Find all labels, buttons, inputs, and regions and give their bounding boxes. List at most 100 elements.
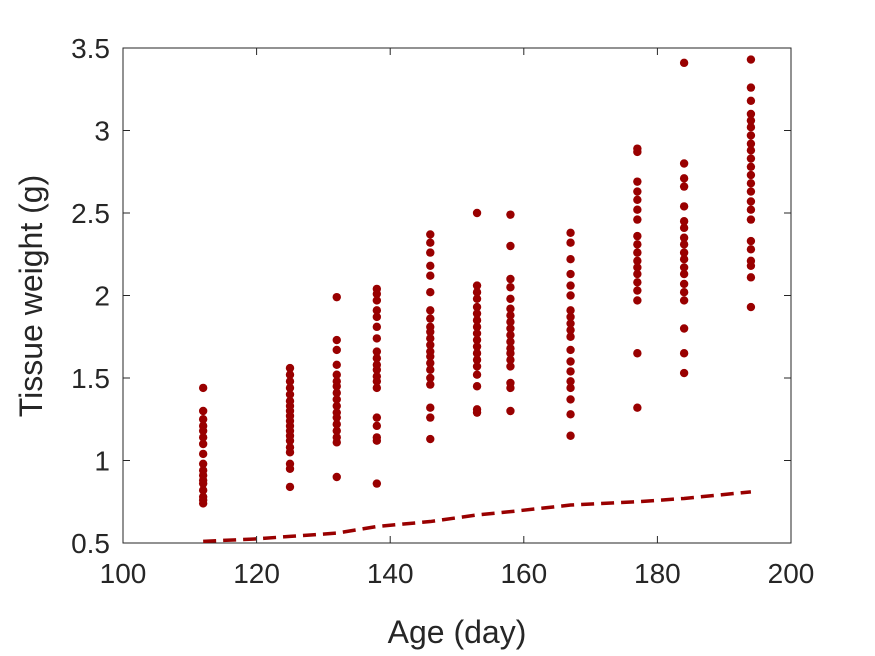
- scatter-point: [472, 382, 482, 391]
- scatter-point: [472, 342, 482, 351]
- scatter-point: [285, 396, 295, 406]
- scatter-point: [332, 426, 341, 435]
- scatter-point: [332, 472, 341, 482]
- scatter-point: [679, 279, 689, 289]
- scatter-point: [746, 96, 756, 106]
- scatter-point: [566, 332, 575, 341]
- scatter-point: [332, 408, 341, 417]
- y-axis-label: Tissue weight (g): [13, 175, 49, 417]
- scatter-point: [746, 83, 756, 92]
- scatter-point: [372, 433, 382, 442]
- scatter-point: [566, 306, 575, 315]
- scatter-point: [633, 349, 642, 358]
- x-tick-label: 140: [367, 558, 414, 589]
- scatter-point: [332, 433, 341, 442]
- scatter-point: [426, 373, 435, 383]
- scatter-point: [633, 177, 642, 186]
- scatter-point: [332, 360, 341, 369]
- scatter-point: [372, 421, 382, 431]
- scatter-point: [372, 347, 382, 356]
- scatter-point: [372, 383, 382, 393]
- scatter-point: [372, 312, 382, 322]
- scatter-point: [372, 479, 382, 488]
- x-tick-label: 180: [634, 558, 681, 589]
- scatter-point: [472, 322, 482, 332]
- scatter-point: [472, 208, 482, 218]
- scatter-point: [426, 380, 435, 389]
- scatter-point: [472, 309, 482, 318]
- scatter-point: [198, 383, 208, 393]
- scatter-point: [566, 238, 575, 247]
- scatter-point: [633, 231, 642, 241]
- scatter-point: [566, 269, 575, 279]
- scatter-point: [372, 306, 382, 315]
- scatter-point: [633, 286, 642, 295]
- scatter-point: [566, 312, 575, 322]
- scatter-point: [679, 349, 689, 358]
- scatter-point: [506, 274, 515, 284]
- scatter-point: [746, 256, 756, 266]
- scatter-point: [372, 360, 382, 369]
- scatter-point: [679, 58, 689, 68]
- scatter-point: [566, 377, 575, 386]
- scatter-point: [506, 406, 515, 416]
- scatter-point: [746, 273, 756, 282]
- plot-area: [122, 47, 792, 544]
- scatter-point: [332, 420, 341, 429]
- scatter-point: [633, 263, 642, 272]
- scatter-point: [506, 241, 515, 251]
- scatter-point: [566, 319, 575, 328]
- scatter-point: [506, 355, 515, 365]
- x-tick-label: 120: [233, 558, 280, 589]
- scatter-point: [506, 317, 515, 327]
- scatter-point: [426, 334, 435, 343]
- scatter-point: [472, 405, 482, 414]
- scatter-point: [679, 263, 689, 272]
- scatter-point: [633, 144, 642, 153]
- scatter-point: [506, 362, 515, 371]
- scatter-point: [633, 269, 642, 279]
- scatter-point: [633, 256, 642, 266]
- scatter-point: [746, 131, 756, 140]
- scatter-point: [746, 139, 756, 148]
- scatter-point: [372, 413, 382, 422]
- scatter-point: [633, 195, 642, 204]
- scatter-point: [198, 492, 208, 501]
- scatter-point: [426, 261, 435, 270]
- scatter-point: [566, 281, 575, 290]
- scatter-point: [679, 368, 689, 378]
- plot-border: [122, 47, 792, 544]
- x-tick-label: 100: [100, 558, 147, 589]
- x-tick-label: 200: [768, 558, 815, 589]
- scatter-point: [198, 466, 208, 475]
- scatter-point: [472, 355, 482, 365]
- scatter-point: [332, 395, 341, 404]
- scatter-point: [472, 281, 482, 290]
- scatter-point: [285, 443, 295, 452]
- scatter-point: [372, 296, 382, 305]
- scatter-point: [372, 354, 382, 363]
- scatter-point: [746, 55, 756, 64]
- y-tick-label: 2.5: [71, 198, 110, 229]
- scatter-point: [746, 187, 756, 196]
- scatter-point: [746, 154, 756, 163]
- scatter-point: [426, 306, 435, 315]
- scatter-point: [332, 377, 341, 386]
- scatter-point: [198, 449, 208, 459]
- scatter-point: [506, 344, 515, 353]
- scatter-point: [506, 324, 515, 333]
- scatter-point: [285, 383, 295, 393]
- scatter-point: [472, 302, 482, 312]
- scatter-point: [746, 116, 756, 125]
- scatter-point: [566, 291, 575, 300]
- scatter-point: [506, 294, 515, 303]
- scatter-point: [633, 248, 642, 257]
- scatter-point: [332, 401, 341, 411]
- scatter-point: [426, 434, 435, 444]
- scatter-point: [198, 433, 208, 442]
- scatter-point: [679, 248, 689, 257]
- scatter-point: [679, 202, 689, 211]
- scatter-point: [372, 372, 382, 381]
- scatter-point: [566, 255, 575, 264]
